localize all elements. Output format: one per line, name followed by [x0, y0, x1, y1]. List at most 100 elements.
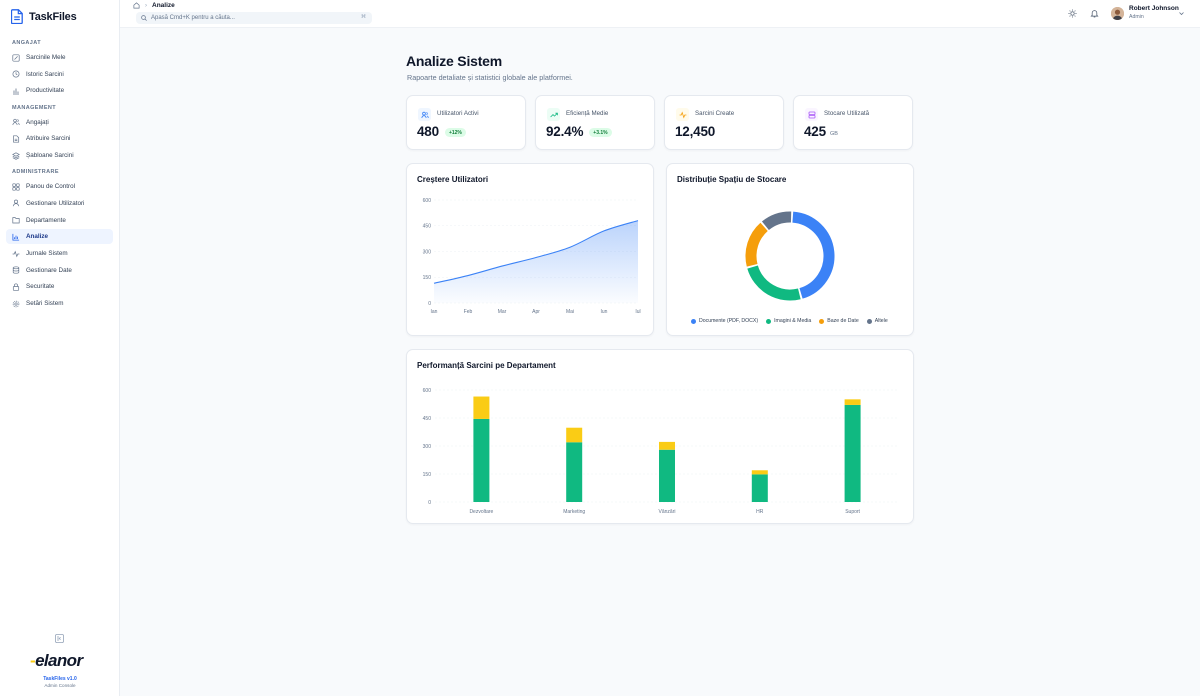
user-growth-chart: 0 150 300 450 600 Ian Feb Mar Apr Mai Iun Iul	[423, 198, 641, 315]
home-icon[interactable]	[133, 2, 140, 9]
sidebar-item-analytics[interactable]: Analize	[6, 229, 113, 245]
avatar[interactable]	[1111, 7, 1124, 20]
gear-icon	[12, 300, 20, 307]
y-tick-label: 0	[428, 500, 431, 506]
x-tick-label: Vânzări	[659, 509, 676, 515]
brand[interactable]: TaskFiles	[11, 9, 77, 24]
bar-segment[interactable]	[473, 418, 490, 502]
sidebar-item-activity[interactable]: Jurnale Sistem	[6, 246, 113, 261]
legend-label: Documente (PDF, DOCX)	[699, 318, 759, 324]
user-name[interactable]: Robert Johnson	[1129, 5, 1179, 12]
stat-unit: GB	[829, 131, 838, 137]
storage-donut-chart	[745, 211, 835, 301]
avatar-icon	[1111, 7, 1124, 20]
sidebar-item-lock[interactable]: Securitate	[6, 279, 113, 294]
bar-segment[interactable]	[751, 474, 768, 502]
bar-segment[interactable]	[473, 396, 490, 419]
x-tick-label: Suport	[845, 509, 860, 515]
collapse-sidebar-icon[interactable]	[55, 634, 64, 643]
sidebar-item-label: Analize	[26, 233, 49, 241]
x-tick-label: Ian	[431, 309, 438, 315]
sidebar-item-gear[interactable]: Setări Sistem	[6, 296, 113, 311]
user-role: Admin	[1129, 13, 1144, 20]
y-tick-label: 300	[423, 444, 432, 450]
breadcrumb-current: Analize	[152, 2, 175, 9]
legend-item[interactable]: Imagini & Media	[766, 318, 811, 324]
database-icon	[12, 266, 20, 274]
search-input[interactable]: Apasă Cmd+K pentru a căuta... ⌘	[136, 12, 372, 24]
stat-icon-box	[805, 108, 818, 121]
users-icon	[420, 111, 429, 118]
breadcrumb: › Analize	[133, 2, 175, 9]
stat-label: Utilizatori Activi	[437, 110, 479, 117]
bar-segment[interactable]	[844, 404, 861, 502]
grid-icon	[12, 183, 20, 191]
page-title: Analize Sistem	[406, 53, 503, 69]
donut-slice[interactable]	[745, 222, 768, 267]
x-tick-label: Apr	[532, 309, 540, 315]
sidebar-item-folder[interactable]: Departamente	[6, 213, 113, 228]
bar-segment[interactable]	[844, 399, 861, 405]
legend-label: Altele	[874, 318, 888, 324]
bar-segment[interactable]	[659, 441, 675, 450]
department-performance-title: Performanță Sarcini pe Departament	[417, 361, 556, 370]
user-growth-title: Creștere Utilizatori	[417, 175, 489, 184]
bar-chart-icon	[13, 88, 19, 95]
stat-value: 480	[417, 124, 439, 139]
console-label: Admin Console	[44, 683, 76, 688]
donut-slice[interactable]	[747, 265, 801, 301]
bell-icon[interactable]	[1090, 9, 1099, 18]
bar-segment[interactable]	[659, 449, 675, 502]
sidebar-item-users[interactable]: Angajați	[6, 115, 113, 130]
sidebar-item-bar-chart[interactable]: Productivitate	[6, 83, 113, 98]
sidebar-item-user[interactable]: Gestionare Utilizatori	[6, 196, 113, 211]
sidebar-item-layers[interactable]: Șabloane Sarcini	[6, 148, 113, 163]
layers-icon	[12, 151, 20, 160]
sidebar-item-label: Productivitate	[26, 87, 65, 95]
legend-item[interactable]: Baze de Date	[819, 318, 859, 324]
stat-card: Utilizatori Activi 480 +12%	[406, 95, 526, 150]
sidebar: TaskFiles ANGAJAT Sarcinile Mele Istoric S…	[0, 0, 120, 696]
donut-slice[interactable]	[761, 211, 792, 231]
stat-icon-box	[547, 108, 560, 121]
x-tick-label: Feb	[464, 309, 473, 315]
legend-item[interactable]: Documente (PDF, DOCX)	[691, 318, 758, 324]
stat-label: Eficiență Medie	[566, 110, 609, 117]
sidebar-item-label: Șabloane Sarcini	[26, 152, 74, 159]
search-icon	[141, 15, 147, 21]
sidebar-item-label: Securitate	[26, 283, 55, 291]
x-tick-label: Mai	[566, 309, 574, 315]
sidebar-item-database[interactable]: Gestionare Date	[6, 263, 113, 278]
department-performance-chart: 0 150 300 450 600 Dezvoltare Marketing Vânzări H…	[423, 388, 899, 515]
folder-icon	[12, 217, 20, 224]
bar-segment[interactable]	[751, 470, 768, 475]
sidebar-item-file-assign[interactable]: Atribuire Sarcini	[6, 131, 113, 146]
app-version: TaskFiles v1.0	[43, 676, 77, 682]
edit-square-icon	[12, 53, 20, 62]
stat-card: Stocare Utilizată 425 GB	[793, 95, 913, 150]
bar-segment[interactable]	[566, 427, 583, 443]
sidebar-item-label: Sarcinile Mele	[26, 54, 66, 61]
file-logo-icon	[11, 9, 23, 24]
area-fill	[434, 220, 638, 303]
bar-segment[interactable]	[566, 442, 583, 502]
sidebar-item-edit-square[interactable]: Sarcinile Mele	[6, 50, 113, 65]
theme-toggle-icon[interactable]	[1068, 9, 1077, 18]
storage-card: Distribuție Spațiu de Stocare Documente …	[666, 163, 914, 336]
database-icon	[808, 111, 815, 118]
y-tick-label: 600	[423, 198, 432, 204]
search-shortcut: ⌘	[361, 14, 366, 20]
sidebar-section-title: ADMINISTRARE	[12, 169, 59, 176]
sidebar-item-label: Istoric Sarcini	[26, 70, 64, 78]
chevron-down-icon[interactable]	[1178, 10, 1185, 17]
sidebar-item-grid[interactable]: Panou de Control	[6, 179, 113, 194]
sidebar-section-title: MANAGEMENT	[12, 104, 57, 111]
y-tick-label: 150	[423, 275, 432, 281]
sidebar-item-history[interactable]: Istoric Sarcini	[6, 67, 113, 82]
legend-swatch	[819, 318, 825, 324]
legend-item[interactable]: Altele	[866, 318, 888, 324]
file-assign-icon	[13, 135, 20, 143]
legend-label: Baze de Date	[827, 318, 859, 324]
stat-card: Sarcini Create 12,450	[664, 95, 784, 150]
donut-slice[interactable]	[792, 211, 835, 299]
